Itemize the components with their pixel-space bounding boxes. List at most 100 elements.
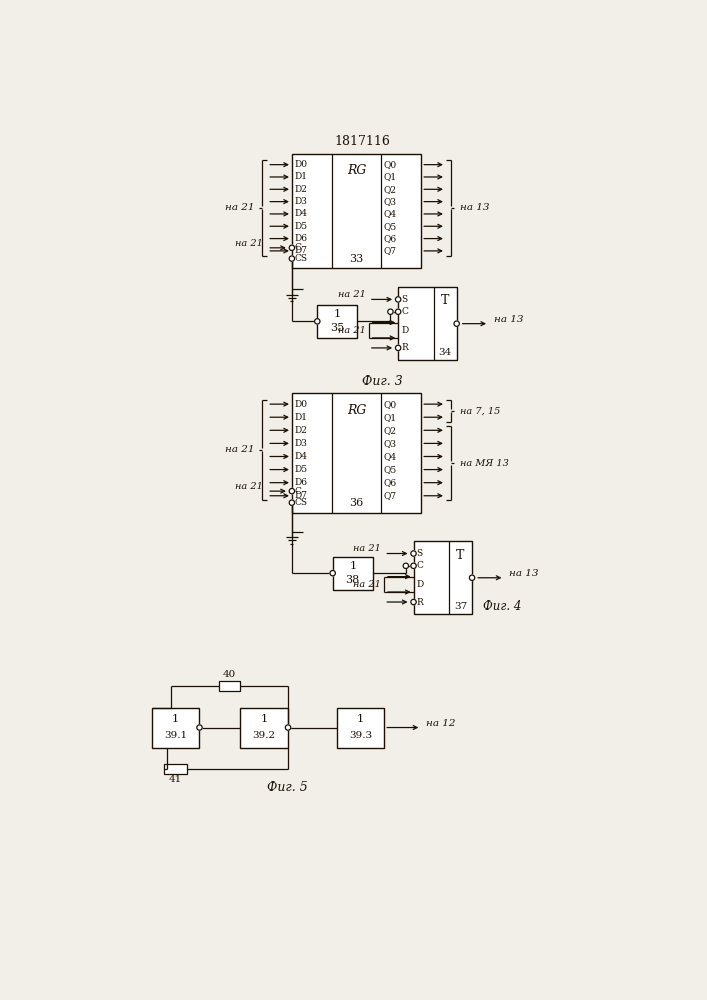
Circle shape — [289, 245, 295, 251]
Text: на 21: на 21 — [338, 326, 366, 335]
Text: D6: D6 — [294, 234, 308, 243]
Text: RG: RG — [347, 164, 366, 177]
Text: C: C — [295, 487, 302, 496]
Text: C: C — [402, 307, 408, 316]
Text: на 13: на 13 — [493, 315, 523, 324]
Text: D6: D6 — [294, 478, 308, 487]
Text: D3: D3 — [294, 439, 307, 448]
Text: 1817116: 1817116 — [334, 135, 390, 148]
Bar — [292, 393, 421, 513]
Text: C: C — [416, 561, 423, 570]
Text: на 21: на 21 — [354, 544, 381, 553]
Text: Q5: Q5 — [383, 222, 397, 231]
Text: D7: D7 — [294, 491, 308, 500]
Text: CS: CS — [295, 254, 308, 263]
Text: D: D — [402, 326, 409, 335]
Text: 38: 38 — [346, 575, 360, 585]
Circle shape — [330, 570, 335, 576]
Text: на 21: на 21 — [354, 580, 381, 589]
Circle shape — [395, 345, 401, 351]
Bar — [218, 681, 240, 691]
Text: 37: 37 — [454, 602, 467, 611]
Text: на 7, 15: на 7, 15 — [460, 406, 500, 415]
Text: 35: 35 — [330, 323, 344, 333]
Circle shape — [197, 725, 202, 730]
Text: D2: D2 — [294, 426, 307, 435]
Circle shape — [289, 500, 295, 505]
Text: CS: CS — [295, 498, 308, 507]
Text: Q1: Q1 — [383, 172, 397, 181]
Circle shape — [289, 256, 295, 261]
Circle shape — [411, 563, 416, 569]
Text: на 13: на 13 — [460, 203, 489, 212]
Text: 36: 36 — [349, 498, 363, 508]
Text: Q4: Q4 — [383, 452, 397, 461]
Text: на 12: на 12 — [426, 719, 455, 728]
Text: Q0: Q0 — [383, 160, 397, 169]
Text: Фиг. 3: Фиг. 3 — [363, 375, 403, 388]
Text: на 21: на 21 — [235, 239, 262, 248]
Text: D1: D1 — [294, 172, 308, 181]
Text: T: T — [441, 294, 450, 307]
Text: 34: 34 — [438, 348, 452, 357]
Circle shape — [315, 319, 320, 324]
Text: D3: D3 — [294, 197, 307, 206]
Circle shape — [289, 488, 295, 494]
Circle shape — [286, 725, 291, 730]
Circle shape — [411, 599, 416, 605]
Circle shape — [454, 321, 460, 326]
Text: RG: RG — [347, 404, 366, 417]
Text: D7: D7 — [294, 246, 308, 255]
Text: Q6: Q6 — [383, 478, 397, 487]
Circle shape — [469, 575, 475, 580]
Text: 1: 1 — [261, 714, 268, 724]
Text: 40: 40 — [223, 670, 236, 679]
Text: S: S — [402, 295, 407, 304]
Circle shape — [403, 563, 409, 569]
Text: Q0: Q0 — [383, 400, 397, 409]
Text: Q7: Q7 — [383, 491, 397, 500]
Bar — [164, 764, 187, 774]
Bar — [292, 154, 421, 268]
Text: Q5: Q5 — [383, 465, 397, 474]
Text: Q3: Q3 — [383, 197, 397, 206]
Bar — [240, 708, 288, 748]
Text: D5: D5 — [294, 222, 308, 231]
Text: 1: 1 — [172, 714, 179, 724]
Bar — [398, 287, 457, 360]
Text: Q2: Q2 — [383, 426, 397, 435]
Text: 1: 1 — [334, 309, 341, 319]
Text: D5: D5 — [294, 465, 308, 474]
Bar — [317, 305, 357, 338]
Text: Q3: Q3 — [383, 439, 397, 448]
Text: 1: 1 — [349, 561, 356, 571]
Text: на МЯ 13: на МЯ 13 — [460, 459, 508, 468]
Text: Q4: Q4 — [383, 209, 397, 218]
Bar — [414, 541, 472, 614]
Text: D1: D1 — [294, 413, 308, 422]
Text: Q6: Q6 — [383, 234, 397, 243]
Bar — [337, 708, 385, 748]
Text: R: R — [416, 598, 423, 607]
Bar — [152, 708, 199, 748]
Text: D4: D4 — [294, 452, 308, 461]
Text: T: T — [456, 549, 464, 562]
Text: 41: 41 — [169, 775, 182, 784]
Text: 39.1: 39.1 — [164, 732, 187, 740]
Bar — [333, 557, 373, 590]
Circle shape — [395, 309, 401, 314]
Text: 39.3: 39.3 — [349, 732, 372, 740]
Text: 39.2: 39.2 — [252, 732, 276, 740]
Text: Фиг. 4: Фиг. 4 — [483, 600, 521, 613]
Text: C: C — [295, 243, 302, 252]
Text: Q7: Q7 — [383, 246, 397, 255]
Text: D0: D0 — [294, 160, 308, 169]
Text: 1: 1 — [357, 714, 364, 724]
Text: на 13: на 13 — [509, 569, 539, 578]
Text: на 21: на 21 — [226, 203, 255, 212]
Text: на 21: на 21 — [235, 482, 262, 491]
Text: Q1: Q1 — [383, 413, 397, 422]
Text: Q2: Q2 — [383, 185, 397, 194]
Text: D: D — [416, 580, 424, 589]
Circle shape — [387, 309, 393, 314]
